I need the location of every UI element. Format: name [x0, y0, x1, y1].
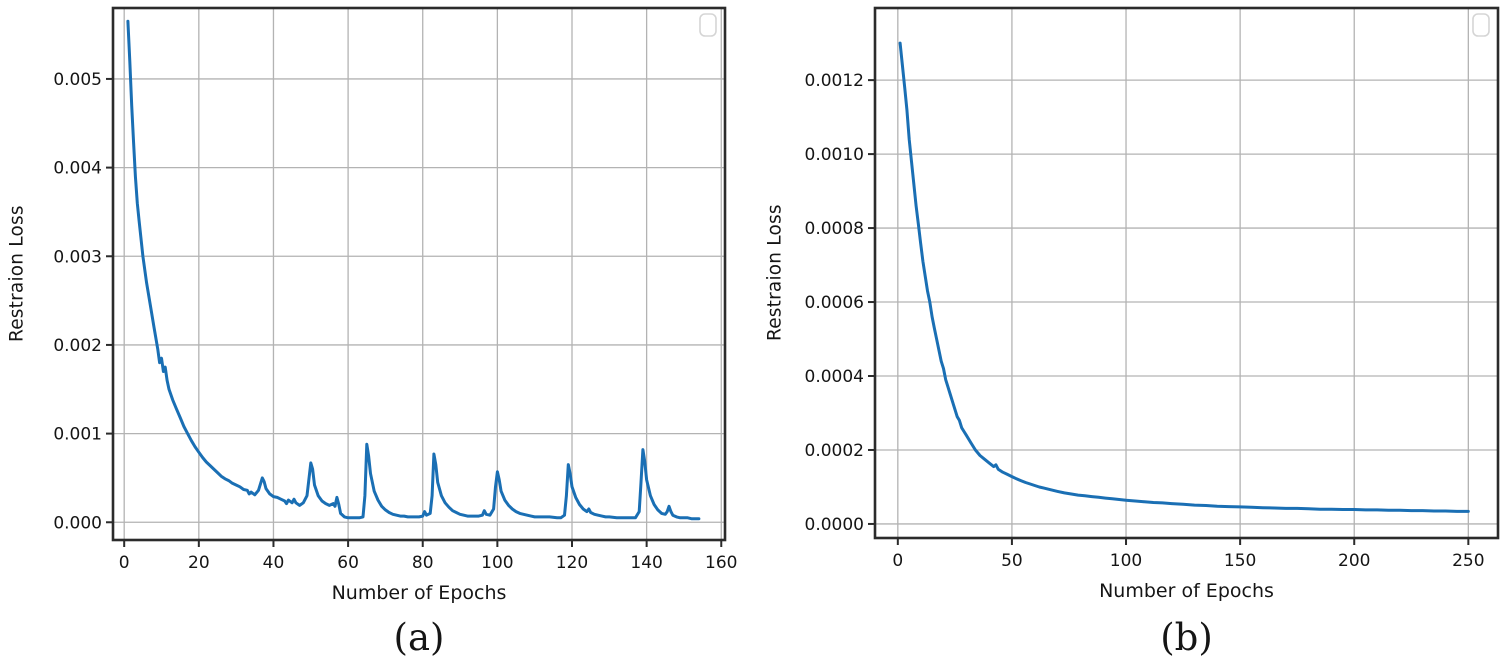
loss-curve: [126, 19, 701, 521]
x-tick-label: 160: [705, 553, 737, 573]
y-tick-label: 0.0008: [805, 219, 864, 239]
y-tick-label: 0.0010: [805, 145, 864, 165]
x-tick-label: 150: [1224, 551, 1256, 571]
plot-frame: [873, 6, 1500, 540]
x-tick-label: 20: [188, 553, 210, 573]
loss-chart-a: 0 20 40 60 80 100 120 140 160 0.000 0.001 0.002 0.00…: [53, 6, 737, 573]
x-tick-label: 60: [337, 553, 359, 573]
legend-box: [699, 13, 717, 37]
x-tick-label: 80: [412, 553, 434, 573]
x-axis-label-a: Number of Epochs: [331, 582, 507, 604]
x-tick-label: 200: [1338, 551, 1370, 571]
y-axis-label-b: Restraion Loss: [764, 204, 786, 342]
x-tick-label: 40: [263, 553, 285, 573]
subfigure-caption-b: (b): [1160, 616, 1213, 659]
legend-box: [1472, 13, 1490, 37]
x-tick-label: 0: [119, 553, 130, 573]
x-tick-label: 120: [556, 553, 588, 573]
x-axis-label-b: Number of Epochs: [1099, 580, 1274, 602]
y-tick-label: 0.003: [53, 247, 102, 267]
y-tick-label: 0.0012: [805, 71, 864, 91]
y-tick-label: 0.0004: [805, 367, 864, 387]
y-tick-label: 0.004: [53, 159, 102, 179]
x-tick-label: 0: [892, 551, 903, 571]
y-tick-label: 0.002: [53, 336, 102, 356]
y-tick-label: 0.000: [53, 513, 102, 533]
plot-frame: [111, 6, 727, 542]
y-tick-label: 0.001: [53, 425, 102, 445]
x-tick-label: 100: [481, 553, 513, 573]
x-tick-label: 100: [1110, 551, 1142, 571]
y-axis-label-a: Restraion Loss: [6, 205, 28, 343]
x-tick-label: 250: [1452, 551, 1484, 571]
y-tick-label: 0.005: [53, 70, 102, 90]
y-tick-label: 0.0006: [805, 293, 864, 313]
y-tick-label: 0.0000: [805, 515, 864, 535]
subfigure-caption-a: (a): [393, 616, 445, 659]
loss-chart-b: 0 50 100 150 200 250 0.0000 0.0002 0.0004 0.0006 0…: [805, 6, 1500, 571]
loss-curve: [898, 41, 1470, 513]
x-tick-label: 50: [1001, 551, 1023, 571]
y-tick-label: 0.0002: [805, 441, 864, 461]
x-tick-label: 140: [630, 553, 662, 573]
